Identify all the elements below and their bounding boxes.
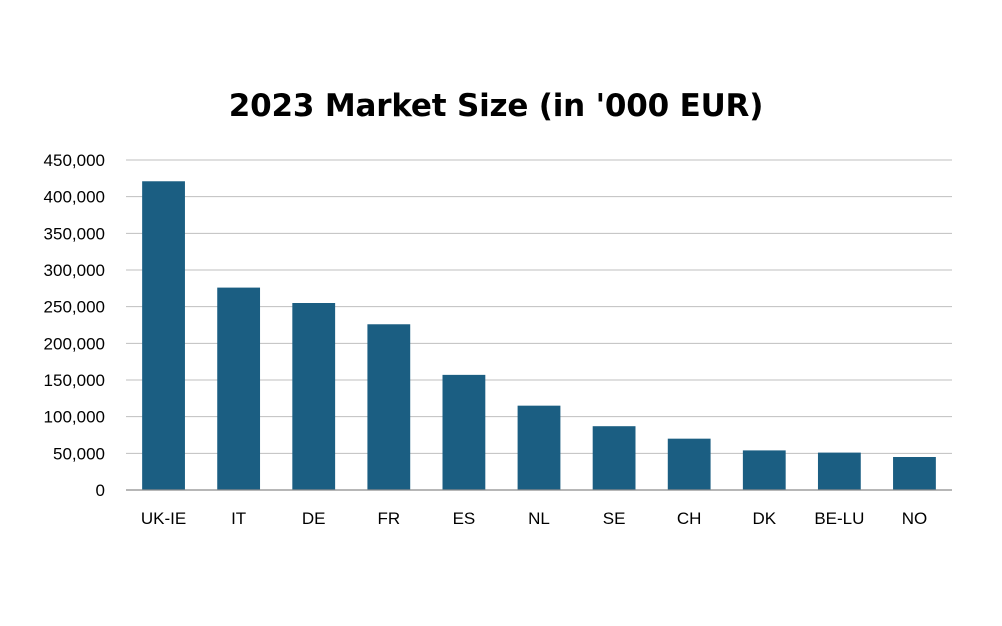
x-tick-label-se: SE [603, 509, 626, 528]
bar-fr [367, 324, 411, 490]
y-tick-label: 250,000 [44, 298, 105, 317]
x-tick-label-ch: CH [677, 509, 702, 528]
y-tick-label: 50,000 [53, 444, 105, 463]
x-tick-label-nl: NL [528, 509, 550, 528]
bar-be-lu [817, 452, 861, 490]
x-tick-label-de: DE [302, 509, 326, 528]
y-tick-label: 200,000 [44, 334, 105, 353]
x-tick-label-es: ES [453, 509, 476, 528]
y-tick-label: 450,000 [44, 151, 105, 170]
bar-dk [742, 450, 786, 490]
bar-uk-ie [142, 181, 185, 490]
y-tick-label: 0 [96, 481, 105, 500]
bars [142, 181, 936, 490]
bar-es [442, 374, 486, 490]
bar-no [893, 457, 936, 490]
y-tick-label: 400,000 [44, 188, 105, 207]
bar-ch [667, 438, 711, 490]
bar-se [592, 426, 636, 490]
x-tick-label-no: NO [902, 509, 928, 528]
x-axis-tick-labels: UK-IE IT DE FR ES NL SE CH DK BE-LU NO [141, 509, 927, 528]
x-tick-label-uk-ie: UK-IE [141, 509, 186, 528]
y-tick-label: 100,000 [44, 408, 105, 427]
bar-nl [517, 405, 561, 490]
x-tick-label-it: IT [231, 509, 246, 528]
y-tick-label: 150,000 [44, 371, 105, 390]
y-axis-tick-labels: 0 50,000 100,000 150,000 200,000 250,000 300,0… [44, 151, 105, 500]
y-tick-label: 300,000 [44, 261, 105, 280]
x-tick-label-dk: DK [752, 509, 776, 528]
x-tick-label-fr: FR [377, 509, 400, 528]
x-tick-label-be-lu: BE-LU [814, 509, 864, 528]
bar-de [292, 303, 336, 490]
bar-it [217, 287, 261, 490]
chart-title: 2023 Market Size (in '000 EUR) [228, 88, 764, 124]
y-tick-label: 350,000 [44, 224, 105, 243]
